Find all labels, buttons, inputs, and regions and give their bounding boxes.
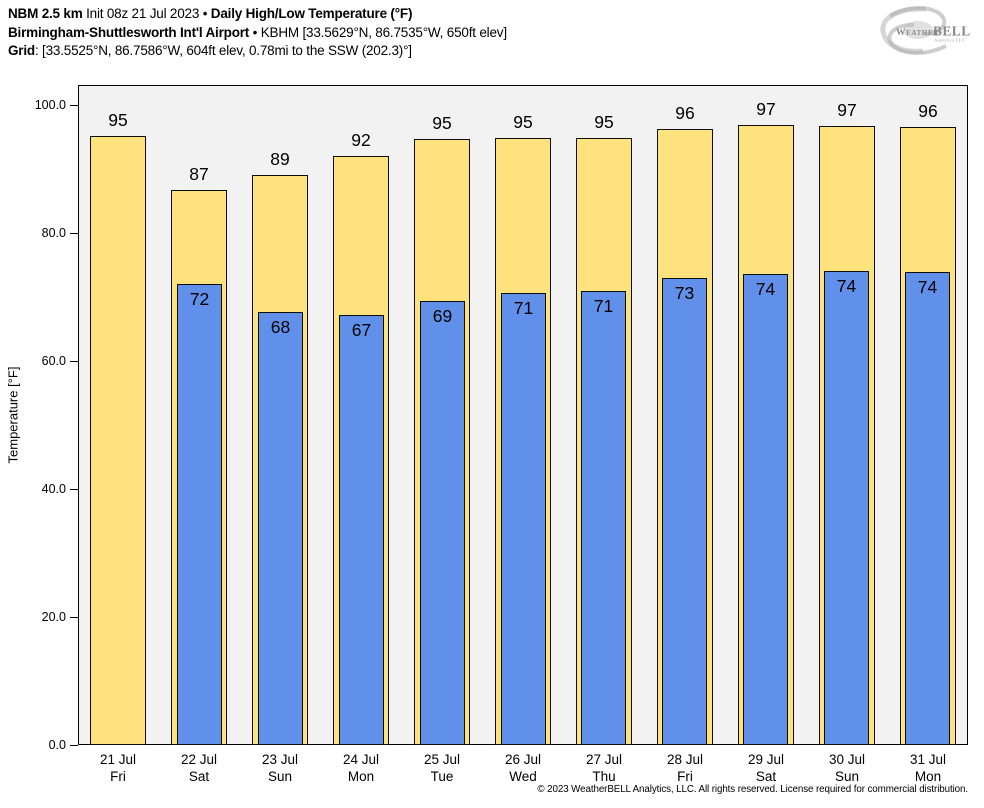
grid-coords: : [33.5525°N, 86.7586°W, 604ft elev, 0.7… <box>34 43 412 58</box>
y-tick-label: 0.0 <box>48 738 66 752</box>
logo-text-analytics: Analytics LLC <box>934 38 965 43</box>
y-tick-label: 80.0 <box>41 226 66 240</box>
low-bar: 74 <box>824 271 869 745</box>
grid-label: Grid <box>8 43 35 58</box>
station-name: Birmingham-Shuttlesworth Int'l Airport <box>8 24 250 40</box>
y-tick-label: 100.0 <box>34 98 66 112</box>
high-value-label: 96 <box>918 101 938 121</box>
x-tick-date: 25 Jul <box>423 752 461 767</box>
high-value-label: 92 <box>351 130 371 150</box>
high-value-label: 97 <box>756 99 776 119</box>
x-tick-day: Mon <box>347 769 375 784</box>
low-bar: 67 <box>339 315 384 745</box>
x-tick-date: 28 Jul <box>666 752 704 767</box>
high-value-label: 95 <box>108 110 128 130</box>
x-tick-date: 24 Jul <box>342 752 380 767</box>
low-value-label: 74 <box>755 279 776 299</box>
low-bar: 69 <box>420 301 465 745</box>
y-tick-mark <box>70 361 78 362</box>
x-tick-date: 23 Jul <box>261 752 299 767</box>
x-tick-date: 22 Jul <box>180 752 218 767</box>
y-tick-mark <box>70 617 78 618</box>
low-value-label: 73 <box>674 283 695 303</box>
low-value-label: 72 <box>189 289 210 309</box>
chart-title: Daily High/Low Temperature (°F) <box>210 6 413 21</box>
low-value-label: 74 <box>836 276 857 296</box>
y-tick-mark <box>70 233 78 234</box>
low-value-label: 67 <box>351 320 372 340</box>
low-bar: 71 <box>581 291 626 745</box>
high-value-label: 95 <box>513 112 533 132</box>
init-time: Init 08z 21 Jul 2023 • <box>82 6 211 21</box>
low-value-label: 68 <box>270 317 291 337</box>
model-name: NBM 2.5 km <box>8 6 83 21</box>
low-value-label: 71 <box>593 296 614 316</box>
y-axis-label: Temperature [°F] <box>5 366 21 464</box>
low-bar: 74 <box>743 274 788 745</box>
low-value-label: 71 <box>513 298 534 318</box>
header-title-line-2: Birmingham-Shuttlesworth Int'l Airport •… <box>8 24 507 43</box>
y-tick-mark <box>70 489 78 490</box>
x-tick-day: Tue <box>430 769 454 784</box>
low-bar: 68 <box>258 312 303 745</box>
high-value-label: 97 <box>837 100 857 120</box>
x-tick-day: Fri <box>110 769 126 784</box>
copyright-footer: © 2023 WeatherBELL Analytics, LLC. All r… <box>537 784 968 795</box>
x-tick-day: Thu <box>592 769 616 784</box>
hurricane-swirl-icon <box>880 6 947 55</box>
high-value-label: 96 <box>675 103 695 123</box>
x-tick-day: Sun <box>267 769 293 784</box>
chart-header: NBM 2.5 km Init 08z 21 Jul 2023 • Daily … <box>8 5 507 61</box>
x-tick-date: 21 Jul <box>99 752 137 767</box>
x-tick-date: 30 Jul <box>828 752 866 767</box>
high-value-label: 89 <box>270 149 290 169</box>
station-coords: • KBHM [33.5629°N, 86.7535°W, 650ft elev… <box>249 24 507 40</box>
high-value-label: 95 <box>432 113 452 133</box>
x-tick-day: Sat <box>188 769 210 784</box>
high-value-label: 95 <box>594 112 614 132</box>
x-tick-date: 26 Jul <box>504 752 542 767</box>
weatherbell-logo: Weather BELL Analytics LLC <box>880 6 971 55</box>
x-tick-day: Wed <box>509 769 537 784</box>
y-tick-mark <box>70 105 78 106</box>
y-tick-label: 60.0 <box>41 354 66 368</box>
low-value-label: 69 <box>432 306 453 326</box>
header-title-line-3: Grid: [33.5525°N, 86.7586°W, 604ft elev,… <box>8 42 507 61</box>
y-tick-label: 20.0 <box>41 610 66 624</box>
low-value-label: 74 <box>917 277 938 297</box>
x-tick-date: 29 Jul <box>747 752 785 767</box>
low-bar: 73 <box>662 278 707 745</box>
high-bar <box>90 136 146 745</box>
low-bar: 72 <box>177 284 222 745</box>
logo-text-bell: BELL <box>933 24 971 39</box>
x-tick-date: 27 Jul <box>585 752 623 767</box>
logo-text-weather: Weather <box>896 28 939 38</box>
x-tick-day: Sat <box>755 769 777 784</box>
x-tick-day: Sun <box>834 769 860 784</box>
x-tick-date: 31 Jul <box>909 752 947 767</box>
header-title-line-1: NBM 2.5 km Init 08z 21 Jul 2023 • Daily … <box>8 5 507 24</box>
low-bar: 74 <box>905 272 950 745</box>
x-tick-day: Fri <box>677 769 693 784</box>
y-tick-mark <box>70 745 78 746</box>
low-bar: 71 <box>501 293 546 745</box>
high-value-label: 87 <box>189 164 209 184</box>
x-tick-day: Mon <box>914 769 942 784</box>
y-tick-label: 40.0 <box>41 482 66 496</box>
